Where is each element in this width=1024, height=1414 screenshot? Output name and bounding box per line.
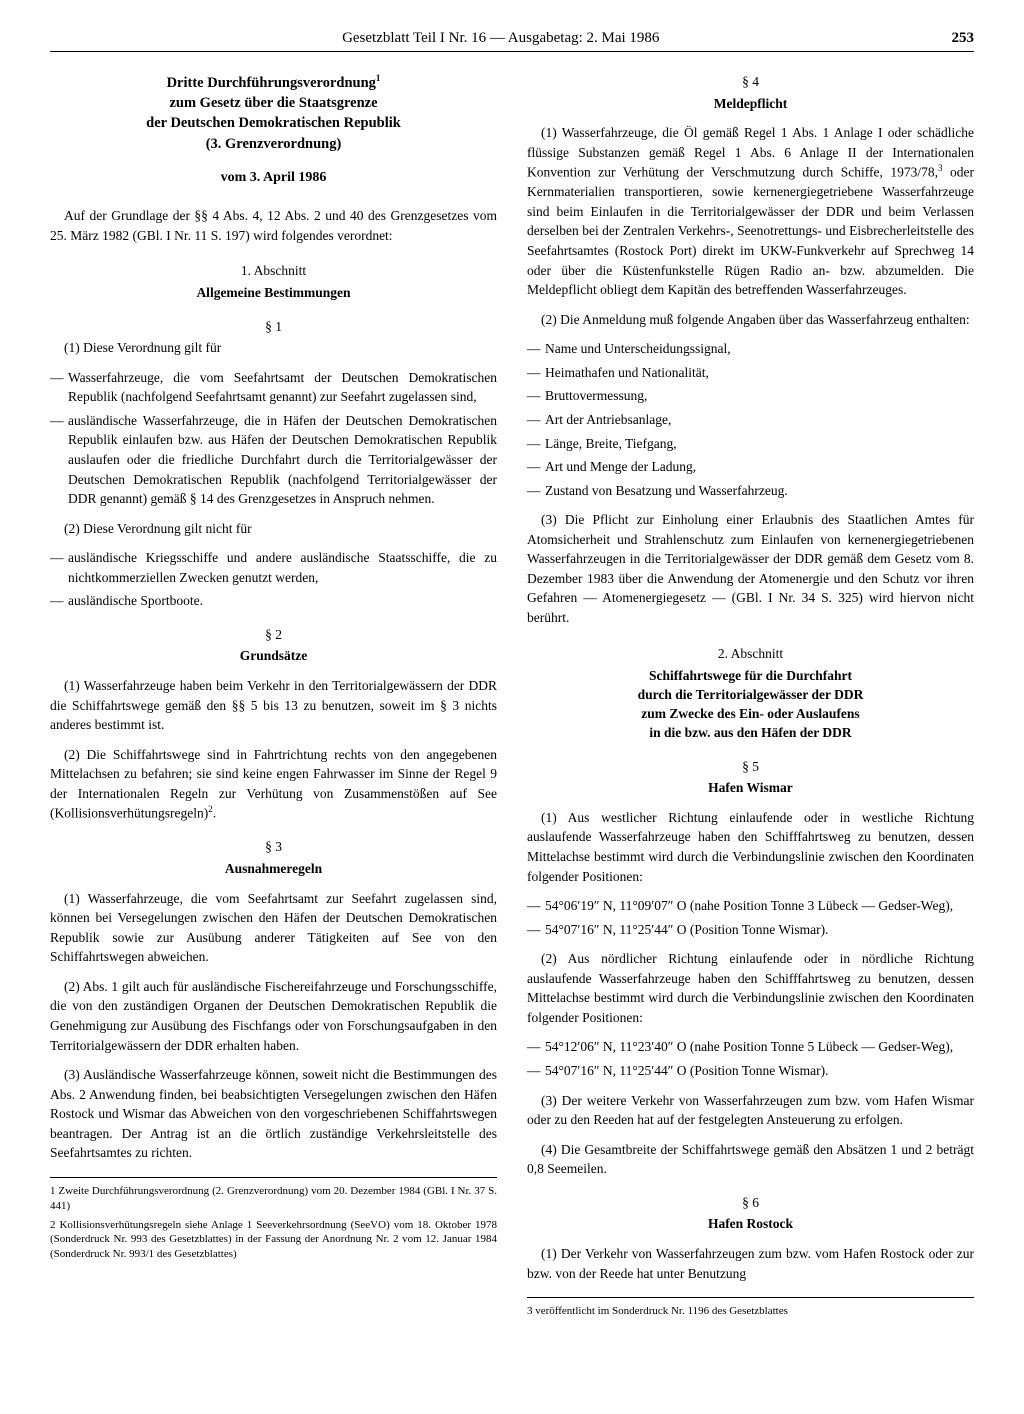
page-number: 253 — [952, 30, 975, 47]
paragraph-3-title: Ausnahmeregeln — [50, 859, 497, 879]
list-item: —ausländische Wasserfahrzeuge, die in Hä… — [50, 411, 497, 509]
ordinance-title: Dritte Durchführungsverordnung1 zum Gese… — [50, 72, 497, 154]
paragraph-4-title: Meldepflicht — [527, 94, 974, 114]
paragraph-2-title: Grundsätze — [50, 646, 497, 666]
ordinance-date: vom 3. April 1986 — [50, 168, 497, 188]
footnote-2: 2 Kollisionsverhütungsregeln siehe Anlag… — [50, 1218, 497, 1263]
paragraph-6-title: Hafen Rostock — [527, 1214, 974, 1234]
p2-2: (2) Die Schiffahrtswege sind in Fahrtric… — [50, 745, 497, 824]
paragraph-4-label: § 4 — [527, 72, 974, 92]
p3-1: (1) Wasserfahrzeuge, die vom Seefahrtsam… — [50, 889, 497, 967]
list-item: —Art der Antriebsanlage, — [527, 410, 974, 430]
p2-1: (1) Wasserfahrzeuge haben beim Verkehr i… — [50, 676, 497, 735]
section-1-label: 1. Abschnitt — [50, 261, 497, 281]
intro-paragraph: Auf der Grundlage der §§ 4 Abs. 4, 12 Ab… — [50, 206, 497, 245]
section-2-title: Schiffahrtswege für die Durchfahrt durch… — [527, 667, 974, 743]
paragraph-5-title: Hafen Wismar — [527, 778, 974, 798]
p1-2: (2) Diese Verordnung gilt nicht für — [50, 519, 497, 539]
paragraph-3-label: § 3 — [50, 837, 497, 857]
left-column: Dritte Durchführungsverordnung1 zum Gese… — [50, 72, 497, 1323]
p5-2: (2) Aus nördlicher Richtung einlaufende … — [527, 949, 974, 1027]
list-item: —ausländische Kriegsschiffe und andere a… — [50, 548, 497, 587]
list-item: —54°07′16″ N, 11°25′44″ O (Position Tonn… — [527, 920, 974, 940]
p3-3: (3) Ausländische Wasserfahrzeuge können,… — [50, 1065, 497, 1163]
paragraph-5-label: § 5 — [527, 757, 974, 777]
two-column-layout: Dritte Durchführungsverordnung1 zum Gese… — [50, 72, 974, 1323]
list-item: —ausländische Sportboote. — [50, 591, 497, 611]
footnote-3: 3 veröffentlicht im Sonderdruck Nr. 1196… — [527, 1304, 974, 1319]
p6-1: (1) Der Verkehr von Wasserfahrzeugen zum… — [527, 1244, 974, 1283]
p3-2: (2) Abs. 1 gilt auch für ausländische Fi… — [50, 977, 497, 1055]
footnote-1: 1 Zweite Durchführungsverordnung (2. Gre… — [50, 1184, 497, 1214]
list-item: —Art und Menge der Ladung, — [527, 457, 974, 477]
p5-1: (1) Aus westlicher Richtung einlaufende … — [527, 808, 974, 886]
list-item: —Zustand von Besatzung und Wasserfahrzeu… — [527, 481, 974, 501]
section-1-title: Allgemeine Bestimmungen — [50, 283, 497, 303]
paragraph-6-label: § 6 — [527, 1193, 974, 1213]
section-2-label: 2. Abschnitt — [527, 644, 974, 664]
right-column: § 4 Meldepflicht (1) Wasserfahrzeuge, di… — [527, 72, 974, 1323]
list-item: —Wasserfahrzeuge, die vom Seefahrtsamt d… — [50, 368, 497, 407]
header-title: Gesetzblatt Teil I Nr. 16 — Ausgabetag: … — [342, 30, 659, 47]
p1-1: (1) Diese Verordnung gilt für — [50, 338, 497, 358]
page-header: Gesetzblatt Teil I Nr. 16 — Ausgabetag: … — [50, 30, 974, 52]
p4-1: (1) Wasserfahrzeuge, die Öl gemäß Regel … — [527, 123, 974, 300]
list-item: —54°06′19″ N, 11°09′07″ O (nahe Position… — [527, 896, 974, 916]
left-footnotes: 1 Zweite Durchführungsverordnung (2. Gre… — [50, 1177, 497, 1262]
right-footnotes: 3 veröffentlicht im Sonderdruck Nr. 1196… — [527, 1297, 974, 1319]
list-item: —Name und Unterscheidungssignal, — [527, 339, 974, 359]
paragraph-2-label: § 2 — [50, 625, 497, 645]
p5-3: (3) Der weitere Verkehr von Wasserfahrze… — [527, 1091, 974, 1130]
p5-4: (4) Die Gesamtbreite der Schiffahrtswege… — [527, 1140, 974, 1179]
paragraph-1-label: § 1 — [50, 317, 497, 337]
list-item: —Heimathafen und Nationalität, — [527, 363, 974, 383]
list-item: —Bruttovermessung, — [527, 386, 974, 406]
list-item: —54°12′06″ N, 11°23′40″ O (nahe Position… — [527, 1037, 974, 1057]
list-item: —Länge, Breite, Tiefgang, — [527, 434, 974, 454]
list-item: —54°07′16″ N, 11°25′44″ O (Position Tonn… — [527, 1061, 974, 1081]
p4-3: (3) Die Pflicht zur Einholung einer Erla… — [527, 510, 974, 627]
p4-2: (2) Die Anmeldung muß folgende Angaben ü… — [527, 310, 974, 330]
